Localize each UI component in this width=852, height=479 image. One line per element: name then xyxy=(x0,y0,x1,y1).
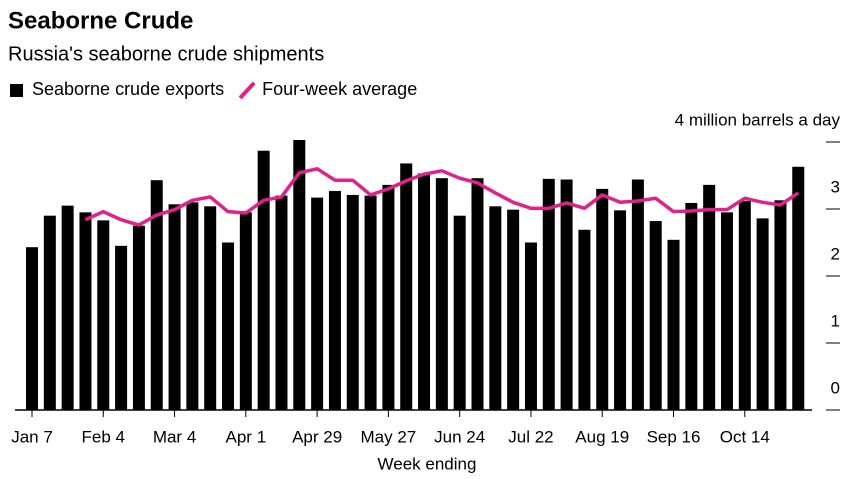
bar xyxy=(524,242,537,410)
y-tick-label: 2 xyxy=(831,244,840,263)
legend-swatch xyxy=(10,84,23,97)
bar xyxy=(631,179,644,410)
bar xyxy=(703,184,716,410)
chart-title: Seaborne Crude xyxy=(8,7,193,34)
bar xyxy=(293,139,306,411)
bar xyxy=(115,245,128,410)
y-tick-label: 4 million barrels a day xyxy=(675,110,841,129)
x-tick-label: Feb 4 xyxy=(82,427,125,446)
bar xyxy=(150,180,163,410)
x-tick-label: Oct 14 xyxy=(720,427,770,446)
x-tick-label: May 27 xyxy=(361,427,417,446)
x-tick-label: Jan 7 xyxy=(11,427,53,446)
bar xyxy=(43,215,56,410)
bar xyxy=(418,173,431,410)
bar xyxy=(756,218,769,410)
bar xyxy=(97,220,110,410)
bar xyxy=(667,239,680,410)
bar xyxy=(507,209,520,410)
bar xyxy=(792,166,805,410)
bar xyxy=(738,200,751,410)
y-tick-label: 0 xyxy=(831,378,840,397)
x-axis-label: Week ending xyxy=(378,454,477,473)
bar xyxy=(328,190,341,410)
x-tick-label: Apr 29 xyxy=(292,427,342,446)
bar xyxy=(26,247,38,410)
legend-swatch xyxy=(238,81,256,100)
bar xyxy=(578,229,591,410)
bar xyxy=(560,179,573,410)
bar xyxy=(774,200,787,410)
bar xyxy=(346,194,359,410)
x-tick-label: Apr 1 xyxy=(226,427,267,446)
legend-label: Seaborne crude exports xyxy=(32,79,224,99)
bar xyxy=(596,188,609,410)
bar xyxy=(132,225,145,410)
average-line xyxy=(84,167,800,227)
x-tick-label: Jul 22 xyxy=(508,427,553,446)
x-tick-label: Jun 24 xyxy=(434,427,485,446)
bar xyxy=(489,206,502,410)
bar xyxy=(204,206,217,410)
bar xyxy=(275,195,288,410)
x-tick-label: Mar 4 xyxy=(153,427,196,446)
bar xyxy=(364,195,377,410)
chart-subtitle: Russia's seaborne crude shipments xyxy=(8,43,324,65)
bar xyxy=(542,178,555,410)
bar xyxy=(222,242,235,410)
y-tick-label: 3 xyxy=(831,177,840,196)
bar xyxy=(471,178,484,410)
bar xyxy=(382,184,395,410)
y-tick-label: 1 xyxy=(831,311,840,330)
bar xyxy=(239,212,252,410)
x-tick-label: Sep 16 xyxy=(647,427,701,446)
bar xyxy=(614,210,627,410)
legend-label: Four-week average xyxy=(262,79,417,99)
bar xyxy=(168,204,181,410)
bar xyxy=(79,212,92,410)
bar xyxy=(453,215,466,410)
bar xyxy=(186,202,199,410)
bar xyxy=(649,221,662,410)
bar xyxy=(257,150,270,410)
bar xyxy=(400,163,413,410)
bar xyxy=(720,212,733,410)
bar xyxy=(685,202,698,410)
bar xyxy=(311,197,324,410)
bar xyxy=(435,178,448,410)
x-tick-label: Aug 19 xyxy=(575,427,629,446)
bar xyxy=(61,205,74,410)
